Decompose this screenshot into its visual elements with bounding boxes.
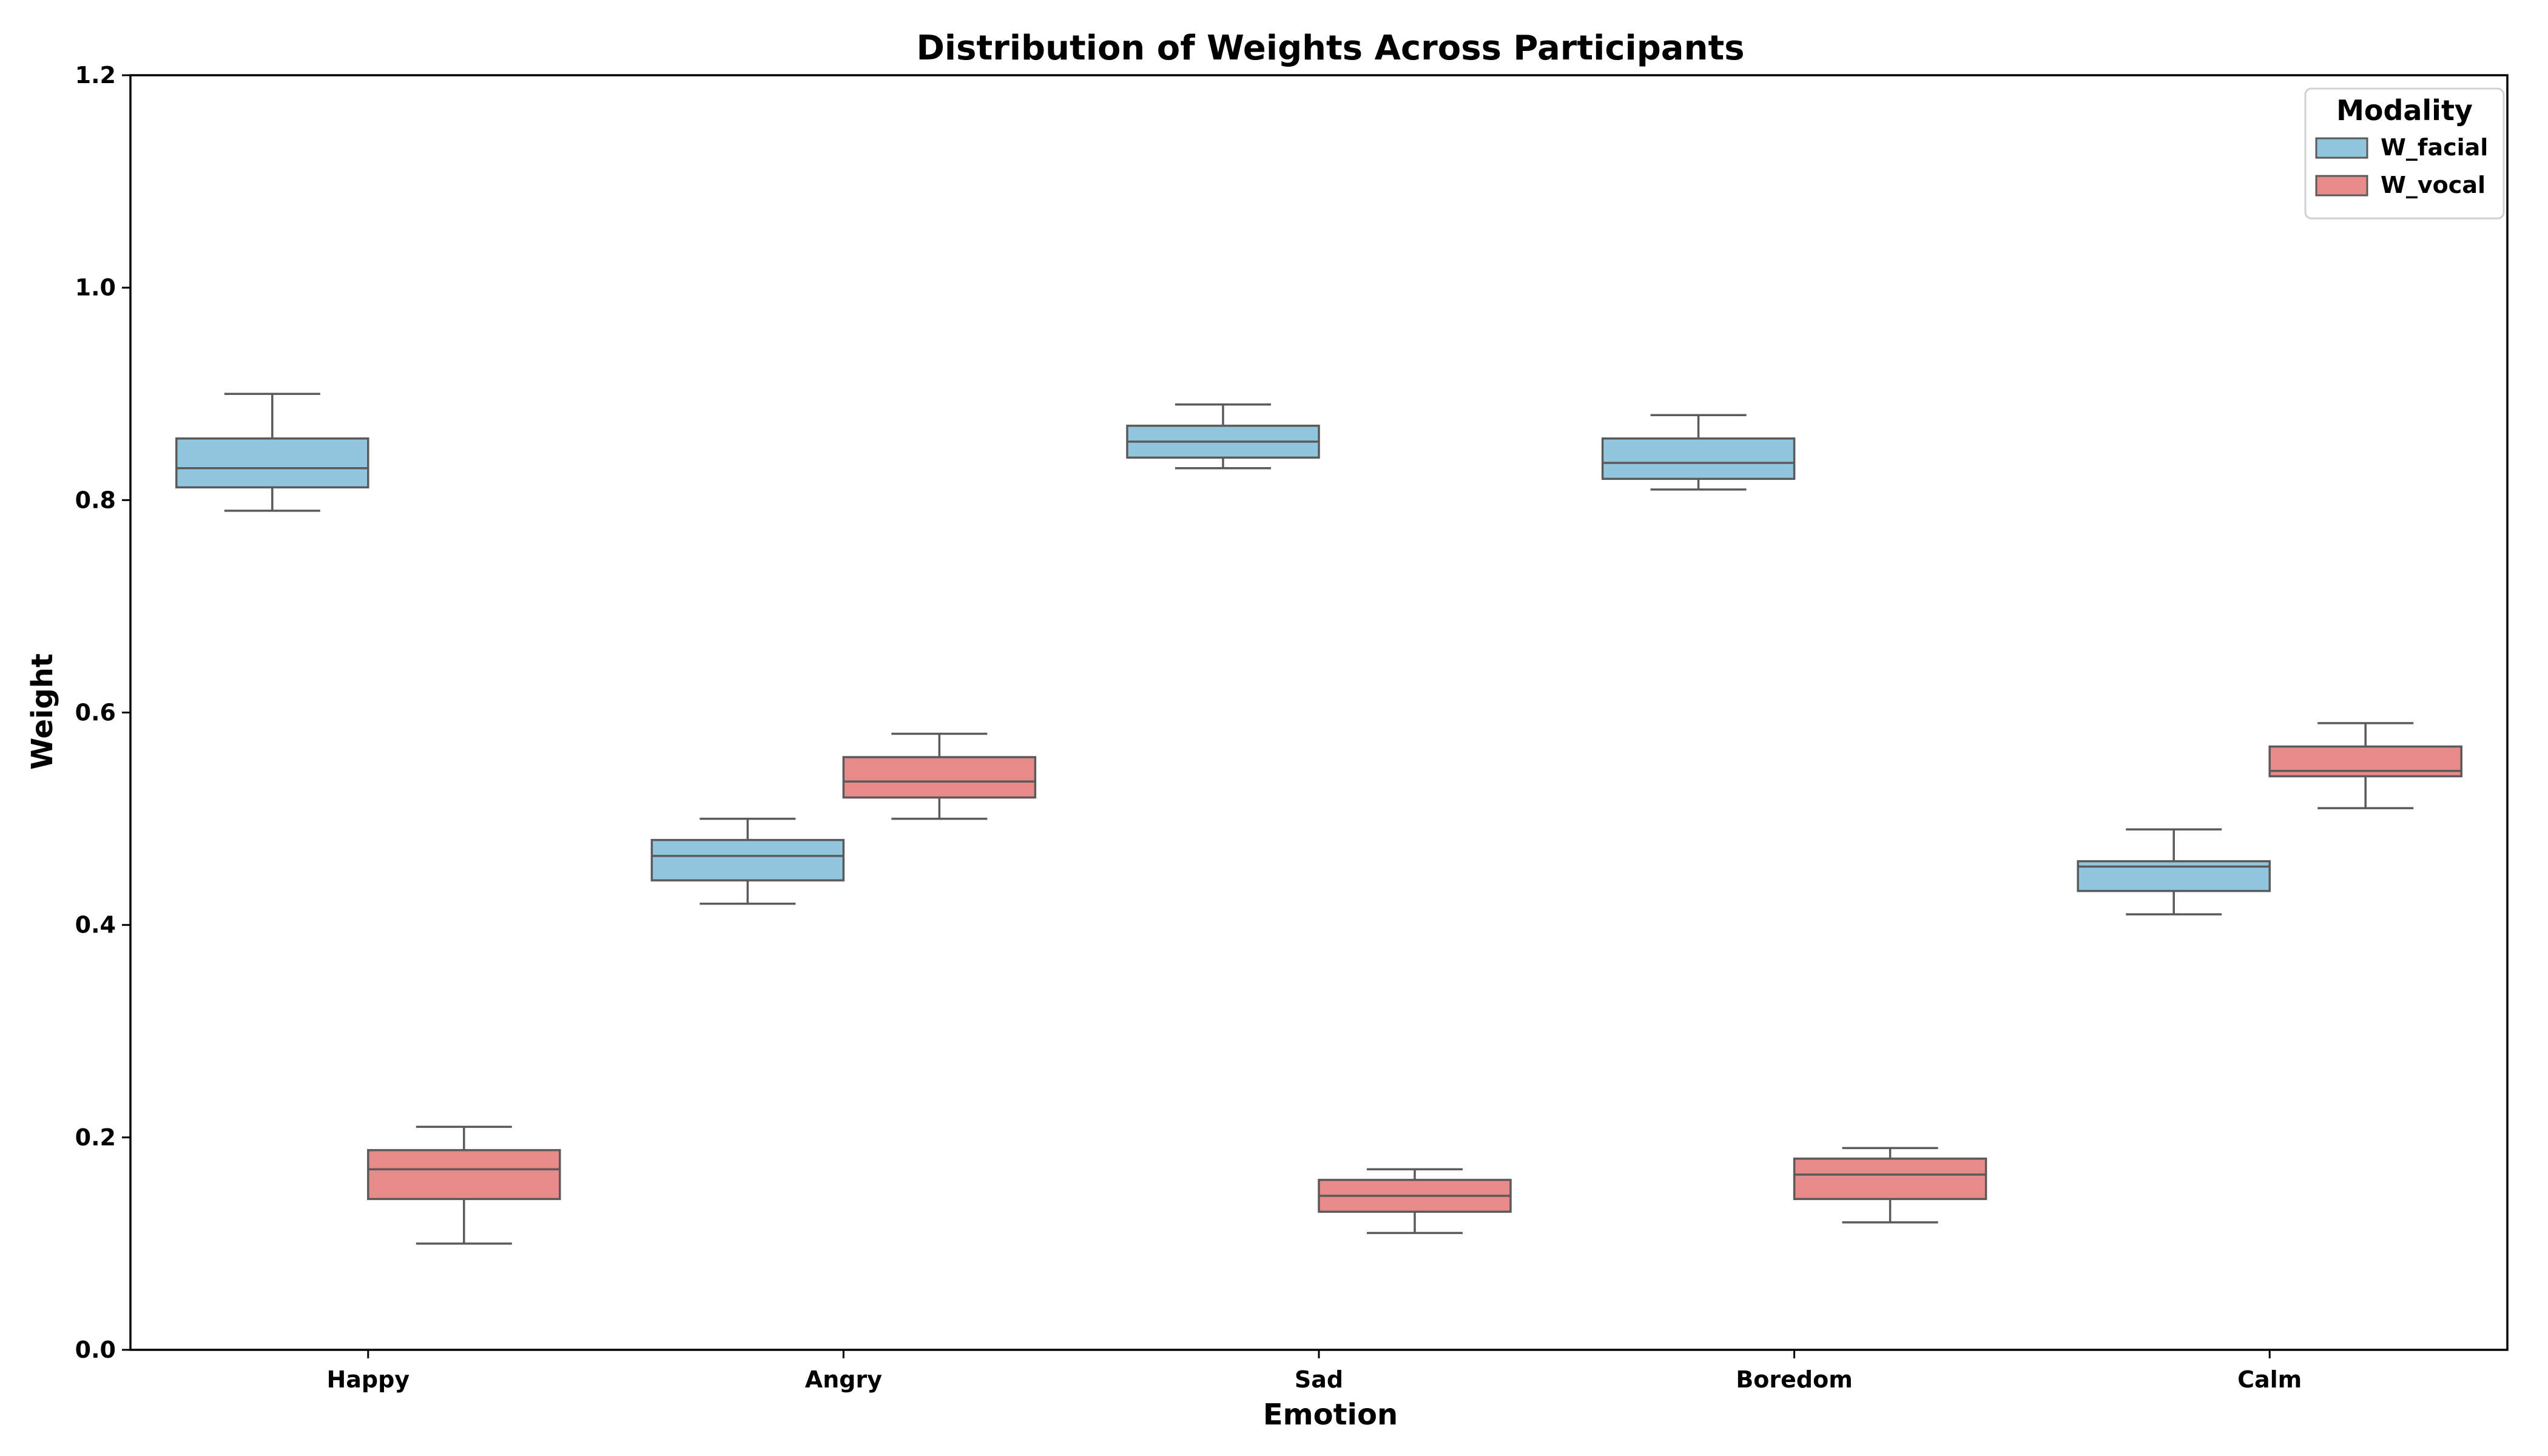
y-tick-label: 0.6 [75, 699, 116, 726]
box-body [842, 756, 1037, 799]
box-W_facial-Sad [1126, 403, 1320, 470]
axes-frame [129, 74, 2509, 1351]
x-axis-label: Emotion [1263, 1398, 1398, 1432]
box-W_vocal-Sad [1318, 1168, 1512, 1235]
x-tick-label: Boredom [1736, 1366, 1853, 1393]
box-body [650, 838, 845, 881]
legend-title: Modality [2336, 94, 2473, 127]
y-tick-label: 0.4 [75, 912, 116, 939]
x-tick-label: Sad [1295, 1366, 1343, 1393]
box-W_vocal-Happy [367, 1125, 561, 1245]
y-tick-label: 1.0 [75, 274, 116, 301]
chart-title: Distribution of Weights Across Participa… [916, 29, 1744, 68]
box-W_vocal-Calm [2268, 722, 2462, 809]
box-W_facial-Boredom [1601, 414, 1796, 491]
legend-entry-label: W_facial [2381, 134, 2488, 161]
box-body [1793, 1158, 1987, 1201]
y-tick-label: 0.2 [75, 1124, 116, 1151]
box-body [1601, 437, 1796, 480]
legend-swatch-W_facial [2315, 137, 2368, 159]
legend-entry-label: W_vocal [2381, 172, 2486, 198]
box-W_vocal-Boredom [1793, 1147, 1987, 1224]
box-W_facial-Angry [650, 817, 845, 905]
legend: Modality W_facial W_vocal [2304, 87, 2505, 220]
box-body [367, 1149, 561, 1201]
y-tick-label: 0.0 [75, 1336, 116, 1363]
box-body [175, 437, 369, 489]
box-W_vocal-Angry [842, 732, 1037, 820]
plot-area: 0.0 0.2 0.4 0.6 0.8 1.0 1.2 Happy Angry Sad Boredo… [75, 62, 2509, 1393]
x-tick-label: Angry [805, 1366, 882, 1393]
x-tick-label: Calm [2237, 1366, 2302, 1393]
y-tick-label: 0.8 [75, 487, 116, 513]
y-axis-label: Weight [25, 653, 59, 770]
y-tick-label: 1.2 [75, 62, 116, 89]
box-W_facial-Calm [2077, 828, 2271, 915]
box-W_facial-Happy [175, 393, 369, 512]
x-tick-label: Happy [326, 1366, 410, 1393]
legend-swatch-W_vocal [2315, 175, 2368, 197]
